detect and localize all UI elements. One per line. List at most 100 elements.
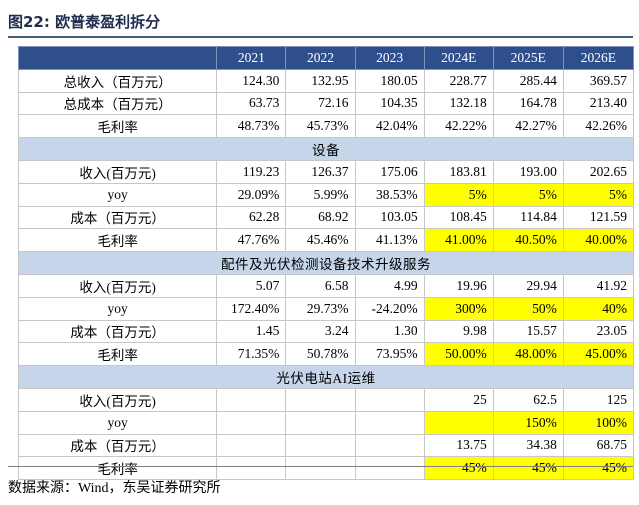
value-cell: 73.95% — [354, 342, 425, 367]
header-cell: 2026E — [562, 46, 635, 70]
value-cell: 124.30 — [216, 68, 287, 93]
figure-title: 图22: 欧普泰盈利拆分 — [8, 12, 161, 31]
row-label: 收入(百万元) — [17, 387, 218, 412]
value-cell: 71.35% — [216, 342, 287, 367]
row-label: 毛利率 — [17, 228, 218, 253]
value-cell: 48.73% — [216, 114, 287, 139]
forecast-cell: 40.00% — [562, 228, 635, 253]
value-cell: 121.59 — [562, 205, 635, 230]
value-cell: 13.75 — [423, 433, 494, 458]
forecast-cell: 40% — [562, 296, 635, 321]
row-label: 总收入（百万元） — [17, 68, 218, 93]
value-cell: 34.38 — [492, 433, 564, 458]
value-cell: 193.00 — [492, 159, 564, 184]
section-row: 光伏电站AI运维 — [18, 365, 634, 389]
forecast-cell: 300% — [423, 296, 494, 321]
value-cell: 213.40 — [562, 91, 635, 116]
profit-breakdown-table: 2021 2022 2023 2024E 2025E 2026E 总收入（百万元… — [17, 46, 635, 481]
header-cell: 2022 — [285, 46, 356, 70]
forecast-cell: 5% — [423, 182, 494, 207]
forecast-cell: 41.00% — [423, 228, 494, 253]
bottom-divider — [8, 466, 633, 467]
table-row: yoy 150% 100% — [17, 410, 635, 435]
row-label: 毛利率 — [17, 456, 218, 481]
row-label: yoy — [17, 182, 218, 207]
row-label: 成本（百万元） — [17, 319, 218, 344]
value-cell: 62.28 — [216, 205, 287, 230]
row-label: 成本（百万元） — [17, 205, 218, 230]
value-cell: 29.73% — [285, 296, 356, 321]
forecast-cell: 45.00% — [562, 342, 635, 367]
value-cell: 68.92 — [285, 205, 356, 230]
value-cell: 132.18 — [423, 91, 494, 116]
source-note: 数据来源：Wind，东吴证券研究所 — [8, 481, 221, 496]
value-cell — [216, 387, 287, 412]
row-label: 收入(百万元) — [17, 159, 218, 184]
value-cell: 29.94 — [492, 273, 564, 298]
value-cell — [216, 456, 287, 481]
row-label: 总成本（百万元） — [17, 91, 218, 116]
value-cell: 42.26% — [562, 114, 635, 139]
table-row: 总成本（百万元） 63.73 72.16 104.35 132.18 164.78 213.… — [17, 91, 635, 116]
table-row: 收入(百万元) 119.23 126.37 175.06 183.81 193.00 202… — [17, 159, 635, 184]
value-cell: 9.98 — [423, 319, 494, 344]
table-row: yoy 172.40% 29.73% -24.20% 300% 50% 40% — [17, 296, 635, 321]
value-cell: 285.44 — [492, 68, 564, 93]
table-row: 成本（百万元） 1.45 3.24 1.30 9.98 15.57 23.05 — [17, 319, 635, 344]
value-cell: 45.46% — [285, 228, 356, 253]
value-cell — [285, 433, 356, 458]
value-cell: 23.05 — [562, 319, 635, 344]
table-header-row: 2021 2022 2023 2024E 2025E 2026E — [17, 46, 635, 70]
value-cell: 1.45 — [216, 319, 287, 344]
row-label: 毛利率 — [17, 114, 218, 139]
value-cell: 114.84 — [492, 205, 564, 230]
value-cell — [285, 456, 356, 481]
forecast-cell: 100% — [562, 410, 635, 435]
forecast-cell: 45% — [562, 456, 635, 481]
section-title: 设备 — [18, 137, 634, 161]
value-cell: 62.5 — [492, 387, 564, 412]
value-cell: 108.45 — [423, 205, 494, 230]
row-label: yoy — [17, 410, 218, 435]
value-cell: 42.22% — [423, 114, 494, 139]
row-label: yoy — [17, 296, 218, 321]
value-cell: 41.13% — [354, 228, 425, 253]
value-cell — [354, 456, 425, 481]
header-cell: 2021 — [216, 46, 287, 70]
table-row: 收入(百万元) 25 62.5 125 — [17, 387, 635, 412]
section-row: 配件及光伏检测设备技术升级服务 — [18, 251, 634, 275]
value-cell: 103.05 — [354, 205, 425, 230]
row-label: 成本（百万元） — [17, 433, 218, 458]
value-cell: 202.65 — [562, 159, 635, 184]
table-row: 成本（百万元） 13.75 34.38 68.75 — [17, 433, 635, 458]
header-cell: 2024E — [423, 46, 494, 70]
value-cell: 5.07 — [216, 273, 287, 298]
value-cell: 125 — [562, 387, 635, 412]
forecast-cell: 45% — [423, 456, 494, 481]
value-cell — [216, 433, 287, 458]
value-cell: 42.27% — [492, 114, 564, 139]
value-cell — [354, 410, 425, 435]
table-row: 毛利率 71.35% 50.78% 73.95% 50.00% 48.00% 45.00% — [17, 342, 635, 367]
value-cell: 3.24 — [285, 319, 356, 344]
value-cell: 45.73% — [285, 114, 356, 139]
value-cell: 1.30 — [354, 319, 425, 344]
value-cell: 15.57 — [492, 319, 564, 344]
forecast-cell: 150% — [492, 410, 564, 435]
forecast-cell: 45% — [492, 456, 564, 481]
value-cell — [354, 433, 425, 458]
value-cell: 369.57 — [562, 68, 635, 93]
value-cell: 63.73 — [216, 91, 287, 116]
value-cell: 119.23 — [216, 159, 287, 184]
table-row: 收入(百万元) 5.07 6.58 4.99 19.96 29.94 41.92 — [17, 273, 635, 298]
value-cell: 72.16 — [285, 91, 356, 116]
table-row: 毛利率 45% 45% 45% — [17, 456, 635, 481]
forecast-cell — [423, 410, 494, 435]
value-cell: 38.53% — [354, 182, 425, 207]
value-cell — [216, 410, 287, 435]
value-cell: 175.06 — [354, 159, 425, 184]
value-cell — [285, 410, 356, 435]
table-row: 成本（百万元） 62.28 68.92 103.05 108.45 114.84 121.5… — [17, 205, 635, 230]
section-title: 配件及光伏检测设备技术升级服务 — [18, 251, 634, 275]
value-cell: 104.35 — [354, 91, 425, 116]
